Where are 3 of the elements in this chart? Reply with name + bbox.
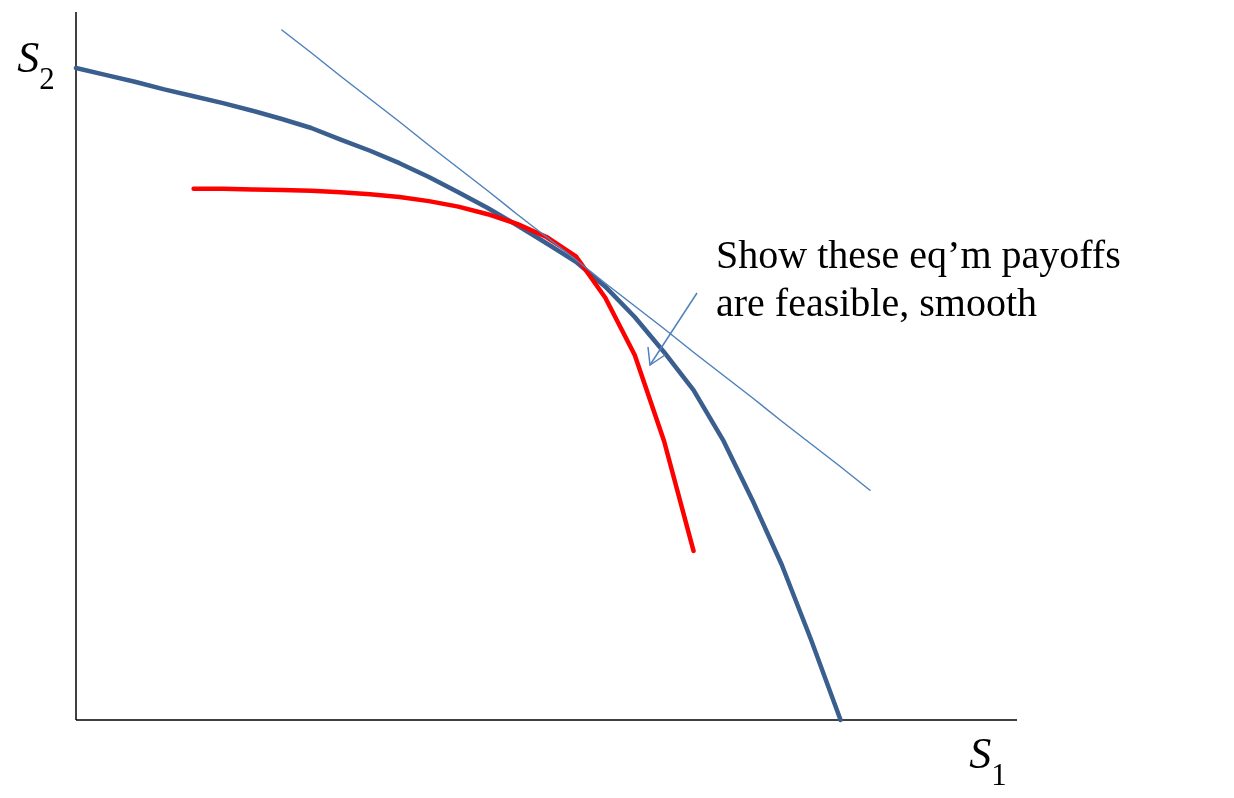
y-axis-title: S$_{2}$ xyxy=(17,33,55,96)
annotation: Show these eq’m payoffs are feasible, smooth xyxy=(716,232,1121,325)
x-axis-title: S$_{1}$ xyxy=(969,729,1007,792)
